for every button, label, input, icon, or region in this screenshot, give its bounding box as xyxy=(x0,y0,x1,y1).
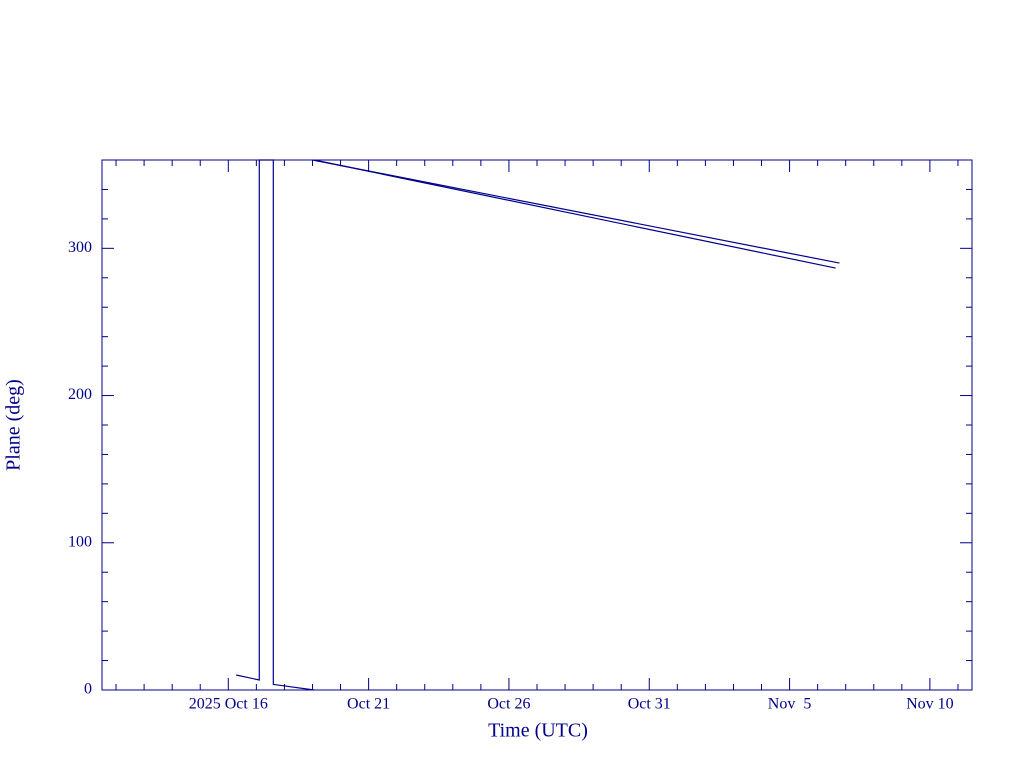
y-tick-label: 100 xyxy=(68,533,92,550)
y-tick-label: 300 xyxy=(68,239,92,256)
y-tick-label: 200 xyxy=(68,386,92,403)
data-line xyxy=(314,159,836,269)
plot-frame xyxy=(101,159,973,691)
x-tick-label: Oct 26 xyxy=(487,696,530,713)
data-line xyxy=(312,159,840,264)
x-tick-label: Nov 5 xyxy=(768,696,812,713)
x-tick-label: 2025 Oct 16 xyxy=(189,696,268,713)
x-tick-label: Oct 31 xyxy=(628,696,671,713)
y-tick-label: 0 xyxy=(84,681,92,698)
x-tick-label: Nov 10 xyxy=(906,696,954,713)
data-line xyxy=(236,159,315,691)
y-axis-label: Plane (deg) xyxy=(3,379,25,471)
x-tick-label: Oct 21 xyxy=(347,696,390,713)
x-axis-label: Time (UTC) xyxy=(488,720,588,742)
